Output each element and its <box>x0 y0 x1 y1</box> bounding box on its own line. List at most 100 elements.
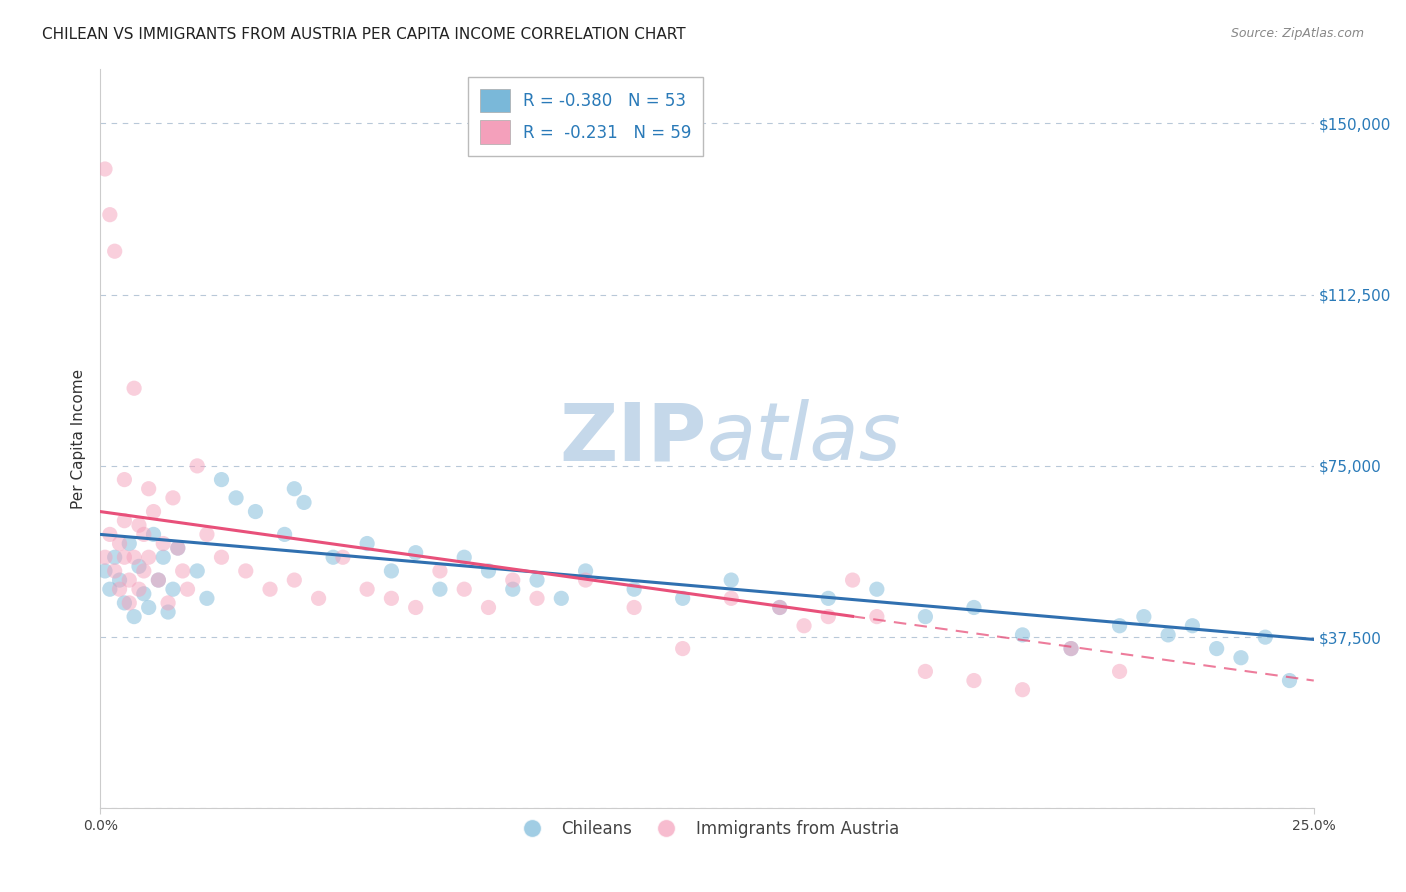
Point <box>176 582 198 597</box>
Point <box>108 573 131 587</box>
Point <box>94 550 117 565</box>
Point <box>405 600 427 615</box>
Point <box>1278 673 1301 688</box>
Point <box>866 582 889 597</box>
Point <box>769 600 792 615</box>
Point <box>308 591 330 606</box>
Point <box>380 564 402 578</box>
Point <box>98 582 121 597</box>
Point <box>166 541 188 555</box>
Point <box>356 582 378 597</box>
Point <box>1011 628 1033 642</box>
Point <box>235 564 257 578</box>
Point <box>672 641 695 656</box>
Point <box>453 550 475 565</box>
Point <box>152 536 174 550</box>
Point <box>1157 628 1180 642</box>
Point <box>380 591 402 606</box>
Point <box>122 381 145 395</box>
Point <box>322 550 344 565</box>
Point <box>195 527 218 541</box>
Point <box>963 600 986 615</box>
Point <box>259 582 281 597</box>
Point <box>429 564 451 578</box>
Point <box>292 495 315 509</box>
Text: atlas: atlas <box>707 400 901 477</box>
Point <box>104 550 127 565</box>
Point <box>142 527 165 541</box>
Point <box>1181 619 1204 633</box>
Point <box>914 665 936 679</box>
Point <box>1205 641 1227 656</box>
Point <box>112 596 135 610</box>
Point <box>225 491 247 505</box>
Point <box>502 582 524 597</box>
Text: Source: ZipAtlas.com: Source: ZipAtlas.com <box>1230 27 1364 40</box>
Point <box>623 600 645 615</box>
Point <box>186 458 208 473</box>
Point <box>574 573 596 587</box>
Point <box>112 514 135 528</box>
Point <box>128 518 150 533</box>
Point <box>94 564 117 578</box>
Point <box>138 550 160 565</box>
Point <box>132 527 155 541</box>
Point <box>1060 641 1083 656</box>
Point <box>211 550 233 565</box>
Legend: Chileans, Immigrants from Austria: Chileans, Immigrants from Austria <box>508 814 905 845</box>
Point <box>623 582 645 597</box>
Point <box>720 591 742 606</box>
Point <box>186 564 208 578</box>
Point <box>1133 609 1156 624</box>
Point <box>273 527 295 541</box>
Point <box>502 573 524 587</box>
Point <box>405 546 427 560</box>
Point <box>1011 682 1033 697</box>
Point <box>104 244 127 259</box>
Point <box>195 591 218 606</box>
Point <box>112 550 135 565</box>
Point <box>148 573 170 587</box>
Point <box>142 504 165 518</box>
Point <box>526 591 548 606</box>
Point <box>118 596 141 610</box>
Point <box>245 504 267 518</box>
Point <box>817 591 839 606</box>
Text: CHILEAN VS IMMIGRANTS FROM AUSTRIA PER CAPITA INCOME CORRELATION CHART: CHILEAN VS IMMIGRANTS FROM AUSTRIA PER C… <box>42 27 686 42</box>
Point <box>94 161 117 176</box>
Point <box>118 573 141 587</box>
Point <box>98 527 121 541</box>
Point <box>211 473 233 487</box>
Point <box>283 482 305 496</box>
Point <box>477 564 499 578</box>
Point <box>138 482 160 496</box>
Point <box>720 573 742 587</box>
Point <box>148 573 170 587</box>
Point <box>157 605 180 619</box>
Point <box>574 564 596 578</box>
Point <box>914 609 936 624</box>
Point <box>963 673 986 688</box>
Point <box>429 582 451 597</box>
Point <box>132 587 155 601</box>
Point <box>1108 665 1130 679</box>
Point <box>157 596 180 610</box>
Point <box>1108 619 1130 633</box>
Point <box>112 473 135 487</box>
Point <box>1060 641 1083 656</box>
Point <box>550 591 572 606</box>
Point <box>122 609 145 624</box>
Point <box>166 541 188 555</box>
Point <box>769 600 792 615</box>
Point <box>108 582 131 597</box>
Point <box>332 550 354 565</box>
Point <box>817 609 839 624</box>
Point <box>866 609 889 624</box>
Point <box>138 600 160 615</box>
Point <box>108 536 131 550</box>
Point <box>453 582 475 597</box>
Point <box>1254 630 1277 644</box>
Point <box>356 536 378 550</box>
Point <box>128 559 150 574</box>
Point <box>477 600 499 615</box>
